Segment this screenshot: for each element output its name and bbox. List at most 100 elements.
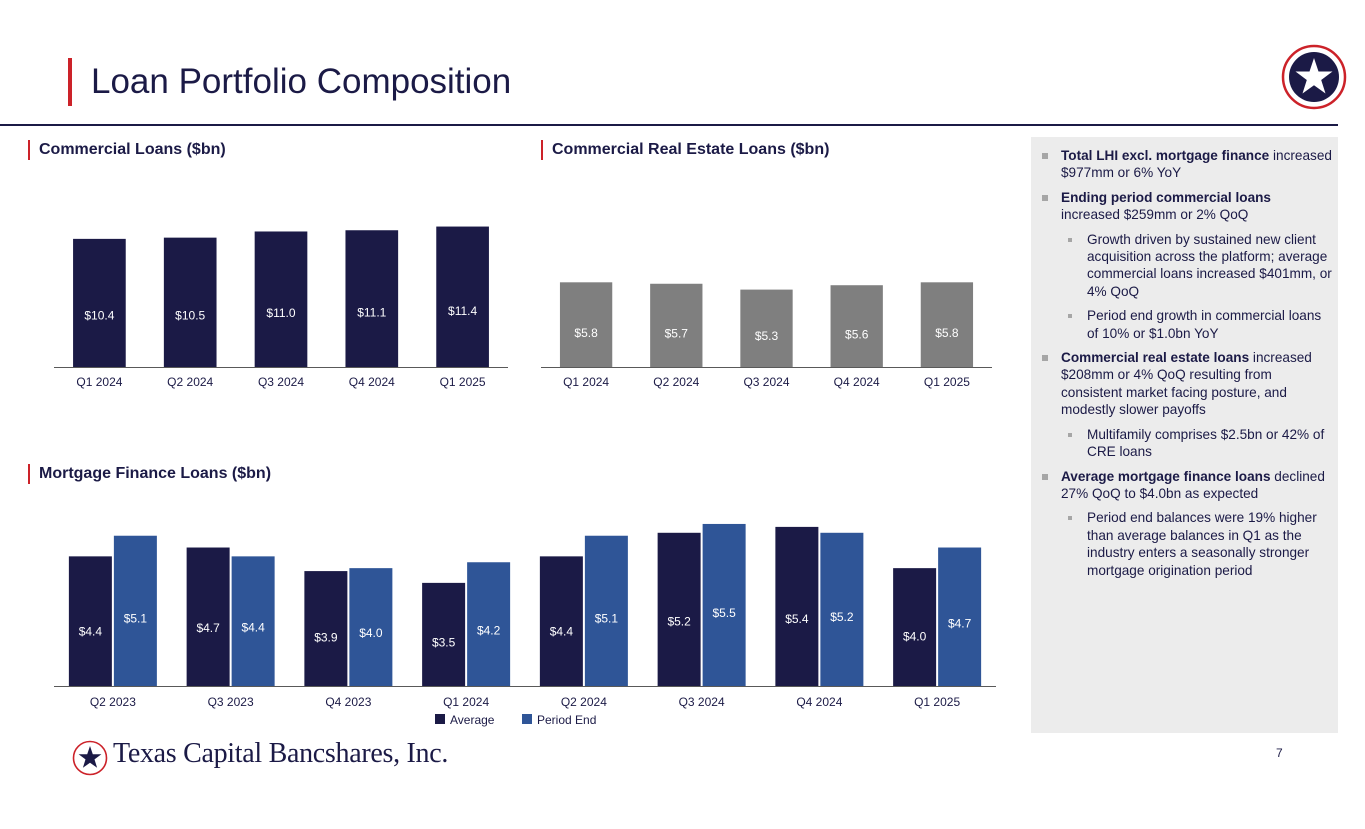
sub-bullet-period-end-growth: Period end growth in commercial loans of… xyxy=(1042,307,1332,342)
bullet-bold-text: Ending period commercial loans xyxy=(1061,189,1271,205)
bar xyxy=(231,556,275,686)
header-divider xyxy=(0,124,1338,126)
bullet-cre-loans: Commercial real estate loans increased $… xyxy=(1042,349,1332,419)
x-tick-label: Q3 2024 xyxy=(743,375,789,389)
bar xyxy=(68,556,112,686)
bullet-text: declined 27% QoQ to $4.0bn as expected xyxy=(1061,468,1325,501)
bullet-mortgage-finance: Average mortgage finance loans declined … xyxy=(1042,468,1332,503)
bar-data-label: $4.4 xyxy=(241,621,265,635)
bullet-bold-text: Average mortgage finance loans xyxy=(1061,468,1271,484)
bar xyxy=(345,230,399,367)
bar xyxy=(304,571,348,686)
bar-data-label: $4.4 xyxy=(550,625,574,639)
bar-data-label: $3.9 xyxy=(314,631,338,645)
sub-bullet-growth-driven: Growth driven by sustained new client ac… xyxy=(1042,231,1332,301)
commentary-panel xyxy=(1031,137,1338,733)
sub-bullet-period-end-balances: Period end balances were 19% higher than… xyxy=(1042,509,1332,579)
bullet-bold-text: Total LHI excl. mortgage finance xyxy=(1061,148,1270,163)
bar xyxy=(650,283,703,367)
mortgage-loans-title: Mortgage Finance Loans ($bn) xyxy=(28,464,271,484)
bar-data-label: $4.7 xyxy=(948,617,972,631)
x-tick-label: Q1 2025 xyxy=(924,375,970,389)
page-title: Loan Portfolio Composition xyxy=(91,62,512,101)
x-tick-label: Q2 2024 xyxy=(561,695,607,709)
bullet-commercial-loans: Ending period commercial loans increased… xyxy=(1042,189,1332,224)
bar-data-label: $5.7 xyxy=(665,327,689,341)
footer-brand: Texas Capital Bancshares, Inc. xyxy=(113,738,449,769)
bar-data-label: $11.0 xyxy=(266,306,295,320)
bar xyxy=(657,532,701,686)
bar-data-label: $4.0 xyxy=(903,630,927,644)
bar-data-label: $11.4 xyxy=(448,304,477,318)
x-tick-label: Q2 2024 xyxy=(653,375,699,389)
bullet-text: increased $259mm or 2% QoQ xyxy=(1061,207,1249,223)
x-tick-label: Q4 2024 xyxy=(349,375,395,389)
star-seal-icon xyxy=(1281,44,1347,110)
bar xyxy=(163,237,217,367)
bar-data-label: $5.6 xyxy=(845,327,869,341)
bar xyxy=(830,285,883,367)
legend-swatch xyxy=(435,714,445,724)
bar xyxy=(186,547,230,686)
bar-data-label: $5.8 xyxy=(935,326,959,340)
x-tick-label: Q2 2023 xyxy=(90,695,136,709)
x-tick-label: Q1 2025 xyxy=(440,375,486,389)
x-tick-label: Q4 2024 xyxy=(796,695,842,709)
sub-bullet-multifamily: Multifamily comprises $2.5bn or 42% of C… xyxy=(1042,426,1332,461)
bullet-text: increased $208mm or 4% QoQ resulting fro… xyxy=(1061,350,1312,418)
x-tick-label: Q4 2024 xyxy=(834,375,880,389)
bullet-bold-text: Commercial real estate loans xyxy=(1061,350,1250,366)
bar-data-label: $4.4 xyxy=(79,625,103,639)
bar xyxy=(422,582,466,686)
bar-data-label: $5.2 xyxy=(667,615,691,629)
bar-data-label: $4.0 xyxy=(359,626,383,640)
bar-data-label: $5.4 xyxy=(785,612,809,626)
bar xyxy=(584,535,628,686)
x-tick-label: Q3 2023 xyxy=(208,695,254,709)
bar xyxy=(436,226,489,367)
bar xyxy=(702,523,746,686)
x-tick-label: Q2 2024 xyxy=(167,375,213,389)
bar-data-label: $5.2 xyxy=(830,610,854,624)
star-seal-icon xyxy=(72,740,108,776)
page-number: 7 xyxy=(1276,746,1283,760)
bar xyxy=(349,568,393,686)
title-accent-bar xyxy=(68,58,72,106)
bar xyxy=(113,535,157,686)
bar-data-label: $5.5 xyxy=(712,606,736,620)
x-tick-label: Q3 2024 xyxy=(679,695,725,709)
bar xyxy=(740,289,793,367)
bar xyxy=(73,238,126,367)
bar xyxy=(775,526,819,686)
bar-data-label: $5.1 xyxy=(595,611,619,625)
bullet-total-lhi: Total LHI excl. mortgage finance increas… xyxy=(1042,147,1332,182)
x-tick-label: Q1 2025 xyxy=(914,695,960,709)
bar-data-label: $5.8 xyxy=(574,326,598,340)
bar xyxy=(820,532,864,686)
bar xyxy=(467,562,511,686)
bar xyxy=(559,282,613,367)
bar xyxy=(254,231,308,367)
x-tick-label: Q1 2024 xyxy=(76,375,122,389)
legend-label: Period End xyxy=(537,713,596,727)
x-tick-label: Q1 2024 xyxy=(563,375,609,389)
bar-data-label: $10.4 xyxy=(84,309,114,323)
bar-data-label: $3.5 xyxy=(432,636,456,650)
x-tick-label: Q1 2024 xyxy=(443,695,489,709)
bar xyxy=(920,282,974,367)
bar-data-label: $4.7 xyxy=(196,621,220,635)
bar xyxy=(893,568,937,686)
x-tick-label: Q4 2023 xyxy=(325,695,371,709)
legend-swatch xyxy=(522,714,532,724)
bar-data-label: $10.5 xyxy=(175,308,205,322)
bar xyxy=(938,547,982,686)
bar xyxy=(539,556,583,686)
legend-label: Average xyxy=(450,713,495,727)
bar-data-label: $4.2 xyxy=(477,623,501,637)
bar-data-label: $5.1 xyxy=(124,611,148,625)
cre-loans-title: Commercial Real Estate Loans ($bn) xyxy=(541,140,829,160)
x-tick-label: Q3 2024 xyxy=(258,375,304,389)
commercial-loans-title: Commercial Loans ($bn) xyxy=(28,140,226,160)
commentary-list: Total LHI excl. mortgage finance increas… xyxy=(1042,147,1332,586)
